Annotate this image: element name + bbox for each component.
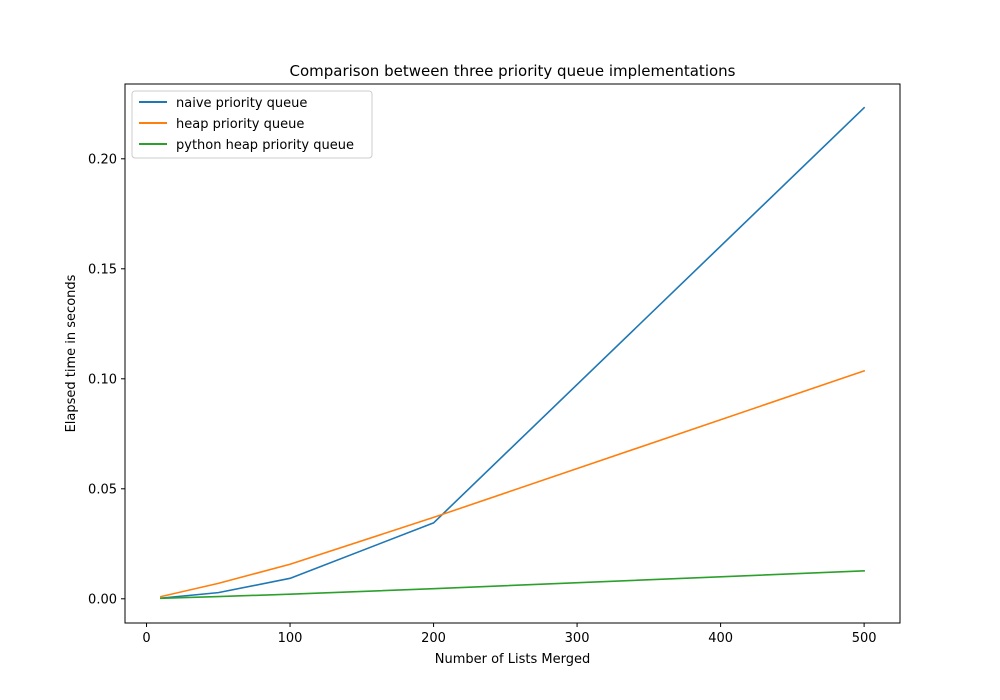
x-tick-label: 400 bbox=[708, 631, 733, 646]
plot-area bbox=[125, 84, 900, 623]
plot-frame bbox=[124, 83, 901, 624]
x-tick-label: 0 bbox=[142, 631, 150, 646]
x-tick-label: 100 bbox=[278, 631, 303, 646]
y-tick-label: 0.00 bbox=[88, 592, 117, 607]
series-line-python-heap bbox=[160, 570, 865, 600]
x-tick-label: 200 bbox=[421, 631, 446, 646]
series-line-naive bbox=[160, 106, 866, 600]
chart-title: Comparison between three priority queue … bbox=[290, 62, 736, 80]
y-tick-label: 0.10 bbox=[88, 372, 117, 387]
y-axis-label: Elapsed time in seconds bbox=[64, 274, 79, 432]
x-tick-label: 300 bbox=[565, 631, 590, 646]
x-axis-label: Number of Lists Merged bbox=[435, 652, 590, 667]
y-tick-label: 0.15 bbox=[88, 262, 117, 277]
legend-label-python-heap: python heap priority queue bbox=[176, 138, 354, 153]
y-axis-ticks: 0.00 0.05 0.10 0.15 0.20 bbox=[88, 152, 125, 607]
y-tick-label: 0.20 bbox=[88, 152, 117, 167]
series-line-heap bbox=[159, 369, 866, 598]
series-layer bbox=[159, 106, 866, 600]
legend-label-naive: naive priority queue bbox=[176, 96, 307, 111]
y-tick-label: 0.05 bbox=[88, 482, 117, 497]
x-axis-ticks: 0 100 200 300 400 500 bbox=[142, 623, 877, 646]
legend-label-heap: heap priority queue bbox=[176, 117, 304, 132]
legend-box bbox=[131, 90, 373, 159]
legend: naive priority queue heap priority queue… bbox=[131, 90, 373, 159]
x-tick-label: 500 bbox=[852, 631, 877, 646]
